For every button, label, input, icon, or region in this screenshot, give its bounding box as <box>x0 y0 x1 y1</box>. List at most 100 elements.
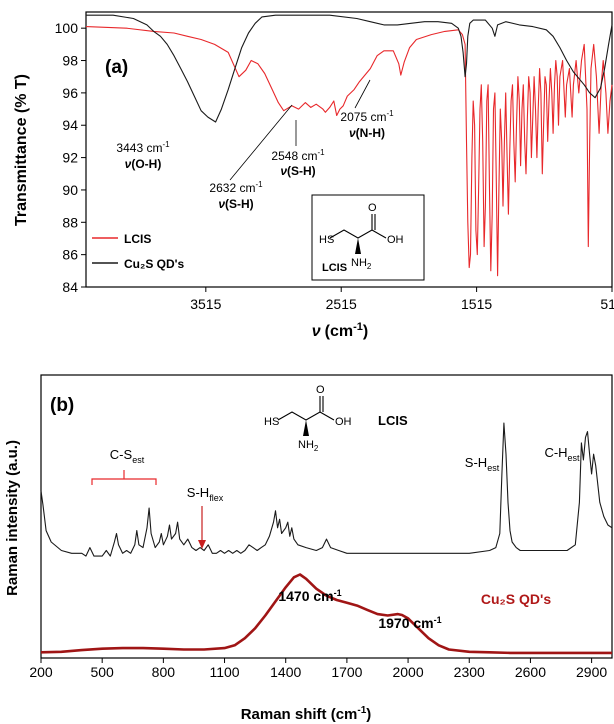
panel-a-xlabel-symbol: ν <box>312 323 321 340</box>
sh-flex-arrowhead <box>198 540 206 549</box>
annotation-sh2-mode: ν(S-H) <box>280 164 315 178</box>
peak-1470-sup: -1 <box>334 588 342 598</box>
panel-b-ylabel: Raman intensity (a.u.) <box>4 440 21 596</box>
panel-a-inset-molecule: HS O OH NH2 LCIS <box>311 194 425 281</box>
legend-cu2s-label: Cu₂S QD's <box>124 257 185 271</box>
annotation-nh-wavenumber: 2075 cm-1 <box>340 109 394 124</box>
annotation-sh2-value: 2548 cm <box>271 149 317 163</box>
b-xtick-label: 200 <box>29 664 53 680</box>
panel-a-annotations: 3443 cm-1 ν(O-H) 2632 cm-1 ν(S-H) 2548 c… <box>116 79 394 211</box>
annotation-sh2-nu: ν <box>280 164 287 178</box>
sh-flex-base: S-H <box>187 485 209 500</box>
panel-a-label: (a) <box>105 57 128 78</box>
annotation-sh2-wavenumber: 2548 cm-1 <box>271 148 325 163</box>
a-ytick-label: 92 <box>62 150 78 166</box>
panel-a-xlabel: ν (cm-1) <box>312 321 368 340</box>
annotation-sh2-sup: -1 <box>317 148 325 157</box>
series-lcis-ftir <box>85 26 613 277</box>
cs-est-bracket <box>91 478 157 485</box>
annotation-nh-leader <box>354 79 371 109</box>
panel-b-series <box>40 422 613 655</box>
legend-lcis-label: LCIS <box>124 232 151 246</box>
molecule-b-nh2: NH2 <box>298 439 319 453</box>
a-xtick-label: 2515 <box>326 296 357 312</box>
annotation-sh1-mode: ν(S-H) <box>218 197 253 211</box>
series-lcis-raman <box>40 422 613 557</box>
b-xtick-label: 2000 <box>392 664 423 680</box>
annotation-oh-sup: -1 <box>162 140 170 149</box>
b-xtick-label: 2300 <box>454 664 485 680</box>
panel-b-frame <box>40 374 613 659</box>
panel-b-label: (b) <box>50 395 74 416</box>
annotation-oh-wavenumber: 3443 cm-1 <box>116 140 170 155</box>
annotation-oh-value: 3443 cm <box>116 141 162 155</box>
annotation-oh-mode-text: (O-H) <box>131 157 161 171</box>
annotation-nh-value: 2075 cm <box>340 110 386 124</box>
sh-est-sub: est <box>487 463 500 473</box>
a-ytick-label: 88 <box>62 214 78 230</box>
cs-est-sub: est <box>132 455 145 465</box>
annotation-oh-mode: ν(O-H) <box>125 157 162 171</box>
peak-1470-label: 1470 cm-1 <box>278 588 341 604</box>
sh-est-label: S-Hest <box>465 455 500 473</box>
series-cu2s-ftir <box>86 14 613 123</box>
peak-1970-label: 1970 cm-1 <box>378 615 441 631</box>
panel-a-xlabel-sup: -1 <box>353 321 363 333</box>
a-xtick-label: 1515 <box>461 296 492 312</box>
a-ytick-label: 86 <box>62 247 78 263</box>
a-ytick-label: 84 <box>62 279 78 295</box>
molecule-oh: OH <box>387 234 404 246</box>
molecule-nh: NH <box>351 257 367 269</box>
panel-a-axes: 84 86 88 90 92 94 96 98 100 3515 2515 1515 515 <box>55 20 614 312</box>
molecule-b-oh: OH <box>335 416 352 428</box>
b-xtick-label: 800 <box>152 664 176 680</box>
a-ytick-label: 94 <box>62 117 78 133</box>
ch-est-base: C-H <box>544 445 567 460</box>
sh-flex-label: S-Hflex <box>187 485 224 503</box>
panel-a-series <box>85 14 613 277</box>
peak-1470-value: 1470 cm <box>278 588 333 604</box>
annotation-sh1-sup: -1 <box>255 180 263 189</box>
peak-1970-sup: -1 <box>434 615 442 625</box>
panel-a-frame <box>85 11 613 288</box>
molecule-b-lcis-label: LCIS <box>378 413 408 428</box>
molecule-nh2-sub: 2 <box>367 262 372 271</box>
panel-b-xlabel-text: Raman shift (cm <box>241 706 358 723</box>
annotation-sh1-wavenumber: 2632 cm-1 <box>209 180 263 195</box>
molecule-lcis-label: LCIS <box>322 262 347 274</box>
annotation-nh-mode-text: (N-H) <box>356 126 385 140</box>
sh-est-base: S-H <box>465 455 487 470</box>
b-xtick-label: 1400 <box>270 664 301 680</box>
molecule-o: O <box>368 202 377 214</box>
cs-est-base: C-S <box>110 447 133 462</box>
molecule-b-wedge <box>303 420 309 436</box>
molecule-b-nh: NH <box>298 439 314 451</box>
molecule-hs: HS <box>319 234 334 246</box>
annotation-sh2-mode-text: (S-H) <box>287 164 316 178</box>
panel-b-xlabel-close: ) <box>366 706 371 723</box>
molecule-nh2: NH2 <box>351 257 372 271</box>
ch-est-label: C-Hest <box>544 445 580 463</box>
panel-a: 84 86 88 90 92 94 96 98 100 3515 2515 1515 515 (a) T… <box>13 11 614 340</box>
panel-a-xlabel-close: ) <box>363 323 368 340</box>
annotation-sh1-mode-text: (S-H) <box>225 197 254 211</box>
sh-flex-sub: flex <box>209 493 224 503</box>
annotation-oh-nu: ν <box>125 157 132 171</box>
a-ytick-label: 100 <box>55 20 79 36</box>
panel-a-xlabel-unit: (cm <box>325 323 353 340</box>
annotation-sh1-nu: ν <box>218 197 225 211</box>
a-xtick-label: 3515 <box>190 296 221 312</box>
annotation-sh1-leader <box>229 104 293 181</box>
annotation-nh-nu: ν <box>349 126 356 140</box>
molecule-b-hs: HS <box>264 416 279 428</box>
a-ytick-label: 98 <box>62 53 78 69</box>
peak-1970-value: 1970 cm <box>378 615 433 631</box>
molecule-wedge <box>355 238 361 254</box>
cu2s-qd-label: Cu₂S QD's <box>481 591 551 607</box>
panel-b-xlabel-sup: -1 <box>357 705 366 716</box>
b-xtick-label: 500 <box>90 664 114 680</box>
series-cu2s-raman <box>40 573 612 655</box>
a-ytick-label: 96 <box>62 85 78 101</box>
molecule-b-o: O <box>316 384 325 396</box>
